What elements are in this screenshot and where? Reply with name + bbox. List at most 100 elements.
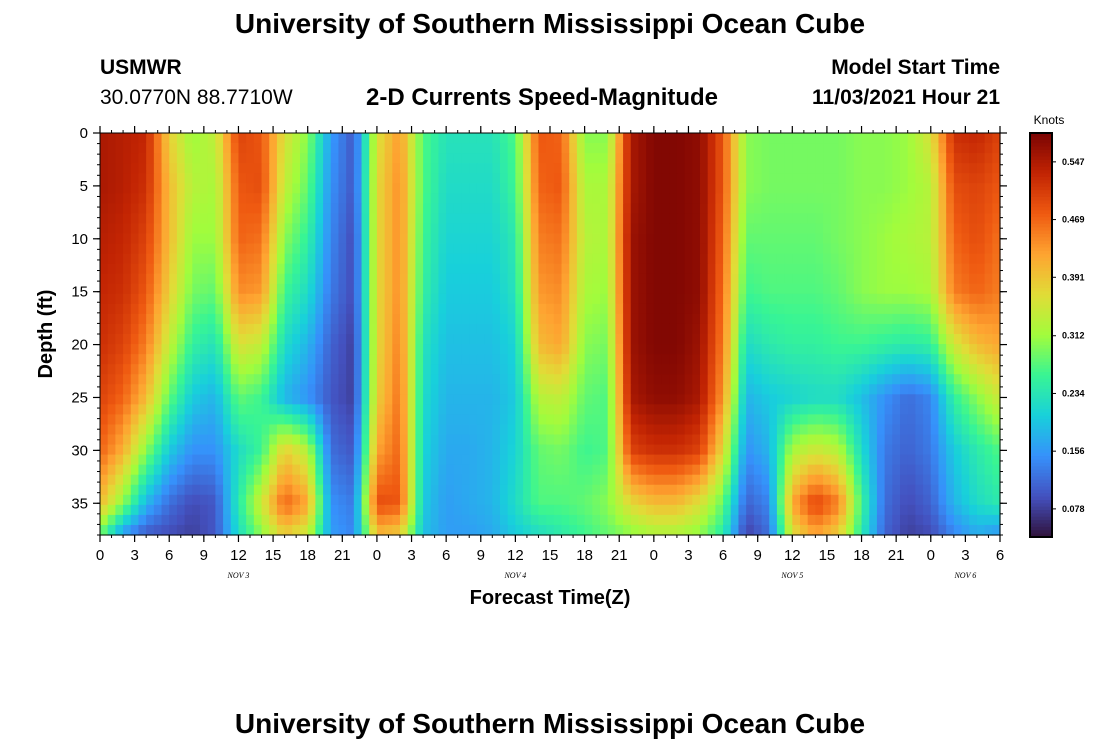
- heatmap-cell: [746, 394, 755, 405]
- heatmap-cell: [107, 303, 116, 315]
- heatmap-cell: [561, 384, 570, 395]
- heatmap-cell: [384, 303, 393, 315]
- heatmap-cell: [915, 303, 924, 315]
- heatmap-cell: [138, 243, 147, 255]
- heatmap-cell: [300, 494, 309, 506]
- heatmap-cell: [315, 474, 324, 486]
- heatmap-cell: [392, 193, 401, 204]
- heatmap-cell: [776, 444, 786, 456]
- heatmap-cell: [653, 223, 663, 235]
- heatmap-cell: [238, 464, 247, 476]
- heatmap-cell: [653, 233, 663, 245]
- heatmap-cell: [261, 323, 270, 335]
- heatmap-cell: [800, 143, 809, 154]
- heatmap-cell: [407, 474, 416, 486]
- heatmap-cell: [646, 454, 655, 466]
- heatmap-cell: [753, 193, 763, 204]
- heatmap-cell: [323, 434, 332, 446]
- heatmap-cell: [123, 233, 132, 245]
- heatmap-cell: [100, 153, 109, 164]
- heatmap-cell: [900, 474, 909, 486]
- heatmap-cell: [876, 524, 886, 536]
- heatmap-cell: [292, 414, 301, 426]
- heatmap-cell: [892, 394, 901, 405]
- heatmap-cell: [261, 253, 270, 265]
- heatmap-cell: [561, 203, 570, 214]
- heatmap-cell: [823, 293, 832, 305]
- heatmap-cell: [992, 454, 1001, 466]
- heatmap-cell: [538, 404, 547, 415]
- heatmap-cell: [900, 504, 909, 516]
- heatmap-cell: [246, 444, 255, 456]
- heatmap-cell: [253, 283, 263, 295]
- heatmap-cell: [138, 213, 147, 225]
- heatmap-cell: [615, 133, 624, 144]
- heatmap-cell: [592, 504, 601, 516]
- heatmap-cell: [730, 494, 740, 506]
- heatmap-cell: [869, 444, 878, 456]
- heatmap-cell: [161, 494, 170, 506]
- heatmap-cell: [530, 213, 540, 225]
- heatmap-cell: [207, 133, 216, 144]
- heatmap-cell: [646, 464, 655, 476]
- heatmap-cell: [261, 183, 270, 194]
- heatmap-cell: [615, 364, 624, 375]
- heatmap-cell: [361, 223, 370, 235]
- heatmap-cell: [646, 173, 655, 184]
- heatmap-cell: [553, 203, 563, 214]
- heatmap-cell: [653, 414, 663, 426]
- heatmap-cell: [638, 293, 647, 305]
- heatmap-cell: [476, 424, 486, 436]
- heatmap-cell: [969, 434, 978, 446]
- heatmap-cell: [615, 173, 624, 184]
- heatmap-cell: [238, 163, 247, 174]
- heatmap-cell: [215, 233, 224, 245]
- heatmap-cell: [338, 474, 347, 486]
- heatmap-cell: [430, 514, 440, 526]
- heatmap-cell: [907, 404, 916, 415]
- heatmap-cell: [569, 394, 578, 405]
- heatmap-cell: [492, 263, 501, 275]
- heatmap-cell: [961, 133, 970, 144]
- heatmap-cell: [600, 494, 609, 506]
- heatmap-cell: [200, 293, 209, 305]
- heatmap-cell: [315, 153, 324, 164]
- heatmap-cell: [653, 253, 663, 265]
- heatmap-cell: [630, 283, 640, 295]
- heatmap-cell: [223, 283, 232, 295]
- heatmap-cell: [100, 484, 109, 496]
- heatmap-cell: [761, 364, 770, 375]
- heatmap-cell: [138, 203, 147, 214]
- heatmap-cell: [200, 394, 209, 405]
- heatmap-cell: [292, 153, 301, 164]
- heatmap-cell: [146, 404, 155, 415]
- heatmap-cell: [930, 454, 940, 466]
- heatmap-cell: [830, 143, 840, 154]
- heatmap-cell: [661, 524, 670, 536]
- heatmap-cell: [900, 253, 909, 265]
- heatmap-cell: [992, 313, 1001, 325]
- heatmap-cell: [123, 494, 132, 506]
- heatmap-cell: [984, 404, 993, 415]
- heatmap-cell: [923, 293, 932, 305]
- heatmap-cell: [853, 404, 863, 415]
- heatmap-cell: [715, 293, 724, 305]
- heatmap-cell: [138, 494, 147, 506]
- heatmap-cell: [276, 223, 286, 235]
- heatmap-cell: [800, 444, 809, 456]
- heatmap-cell: [230, 524, 240, 536]
- heatmap-cell: [507, 293, 516, 305]
- heatmap-cell: [269, 494, 278, 506]
- heatmap-cell: [430, 253, 440, 265]
- heatmap-cell: [700, 143, 709, 154]
- heatmap-cell: [515, 173, 524, 184]
- heatmap-cell: [346, 384, 355, 395]
- heatmap-cell: [261, 173, 270, 184]
- heatmap-cell: [623, 173, 632, 184]
- heatmap-cell: [438, 253, 447, 265]
- heatmap-cell: [538, 273, 547, 285]
- heatmap-cell: [115, 384, 124, 395]
- heatmap-cell: [969, 384, 978, 395]
- heatmap-cell: [946, 223, 955, 235]
- heatmap-cell: [953, 143, 963, 154]
